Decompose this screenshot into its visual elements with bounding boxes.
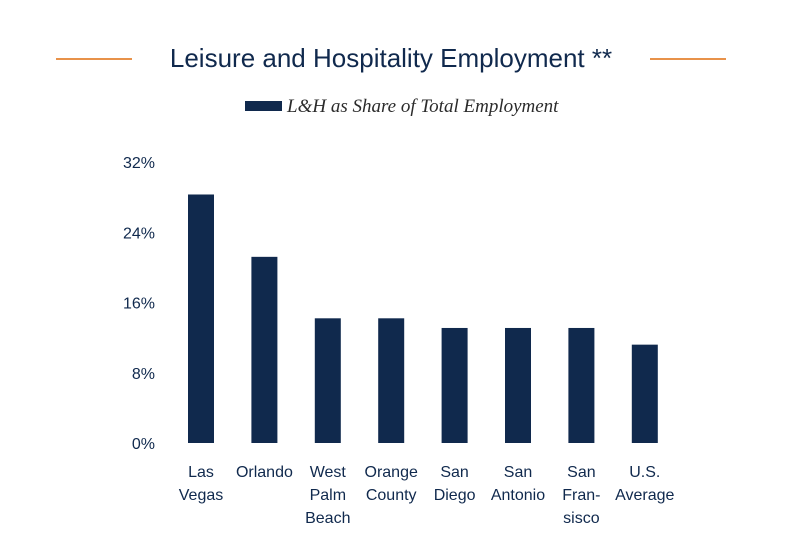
x-tick-label: U.S. Average	[615, 464, 674, 504]
x-tick-label: San Diego	[434, 464, 476, 504]
chart-title: Leisure and Hospitality Employment **	[170, 43, 612, 73]
y-tick-label: 32%	[123, 155, 155, 172]
bar	[188, 194, 214, 443]
x-tick-label: Las Vegas	[179, 464, 223, 504]
x-tick-label: San Fran-sisco	[562, 464, 600, 527]
y-tick-label: 24%	[123, 225, 155, 242]
bar	[631, 344, 658, 443]
bar	[568, 327, 595, 443]
y-axis: 0% 8% 16% 24% 32%	[123, 155, 155, 453]
bar	[505, 327, 531, 443]
legend-label: L&H as Share of Total Employment	[286, 96, 559, 117]
x-tick-label: West Palm Beach	[305, 464, 350, 527]
y-tick-label: 8%	[132, 366, 155, 383]
legend-swatch	[245, 101, 282, 111]
legend: L&H as Share of Total Employment	[245, 96, 559, 117]
y-tick-label: 0%	[132, 436, 155, 453]
bar	[251, 256, 278, 443]
bar	[314, 318, 341, 443]
y-tick-label: 16%	[123, 296, 155, 313]
x-tick-label: Orlando	[236, 464, 293, 481]
bars	[188, 194, 658, 443]
x-tick-label: Orange County	[365, 464, 418, 504]
x-axis: Las Vegas Orlando West Palm Beach Orange County…	[179, 464, 675, 527]
x-tick-label: San Antonio	[491, 464, 545, 504]
bar	[378, 318, 405, 443]
bar	[441, 327, 468, 443]
